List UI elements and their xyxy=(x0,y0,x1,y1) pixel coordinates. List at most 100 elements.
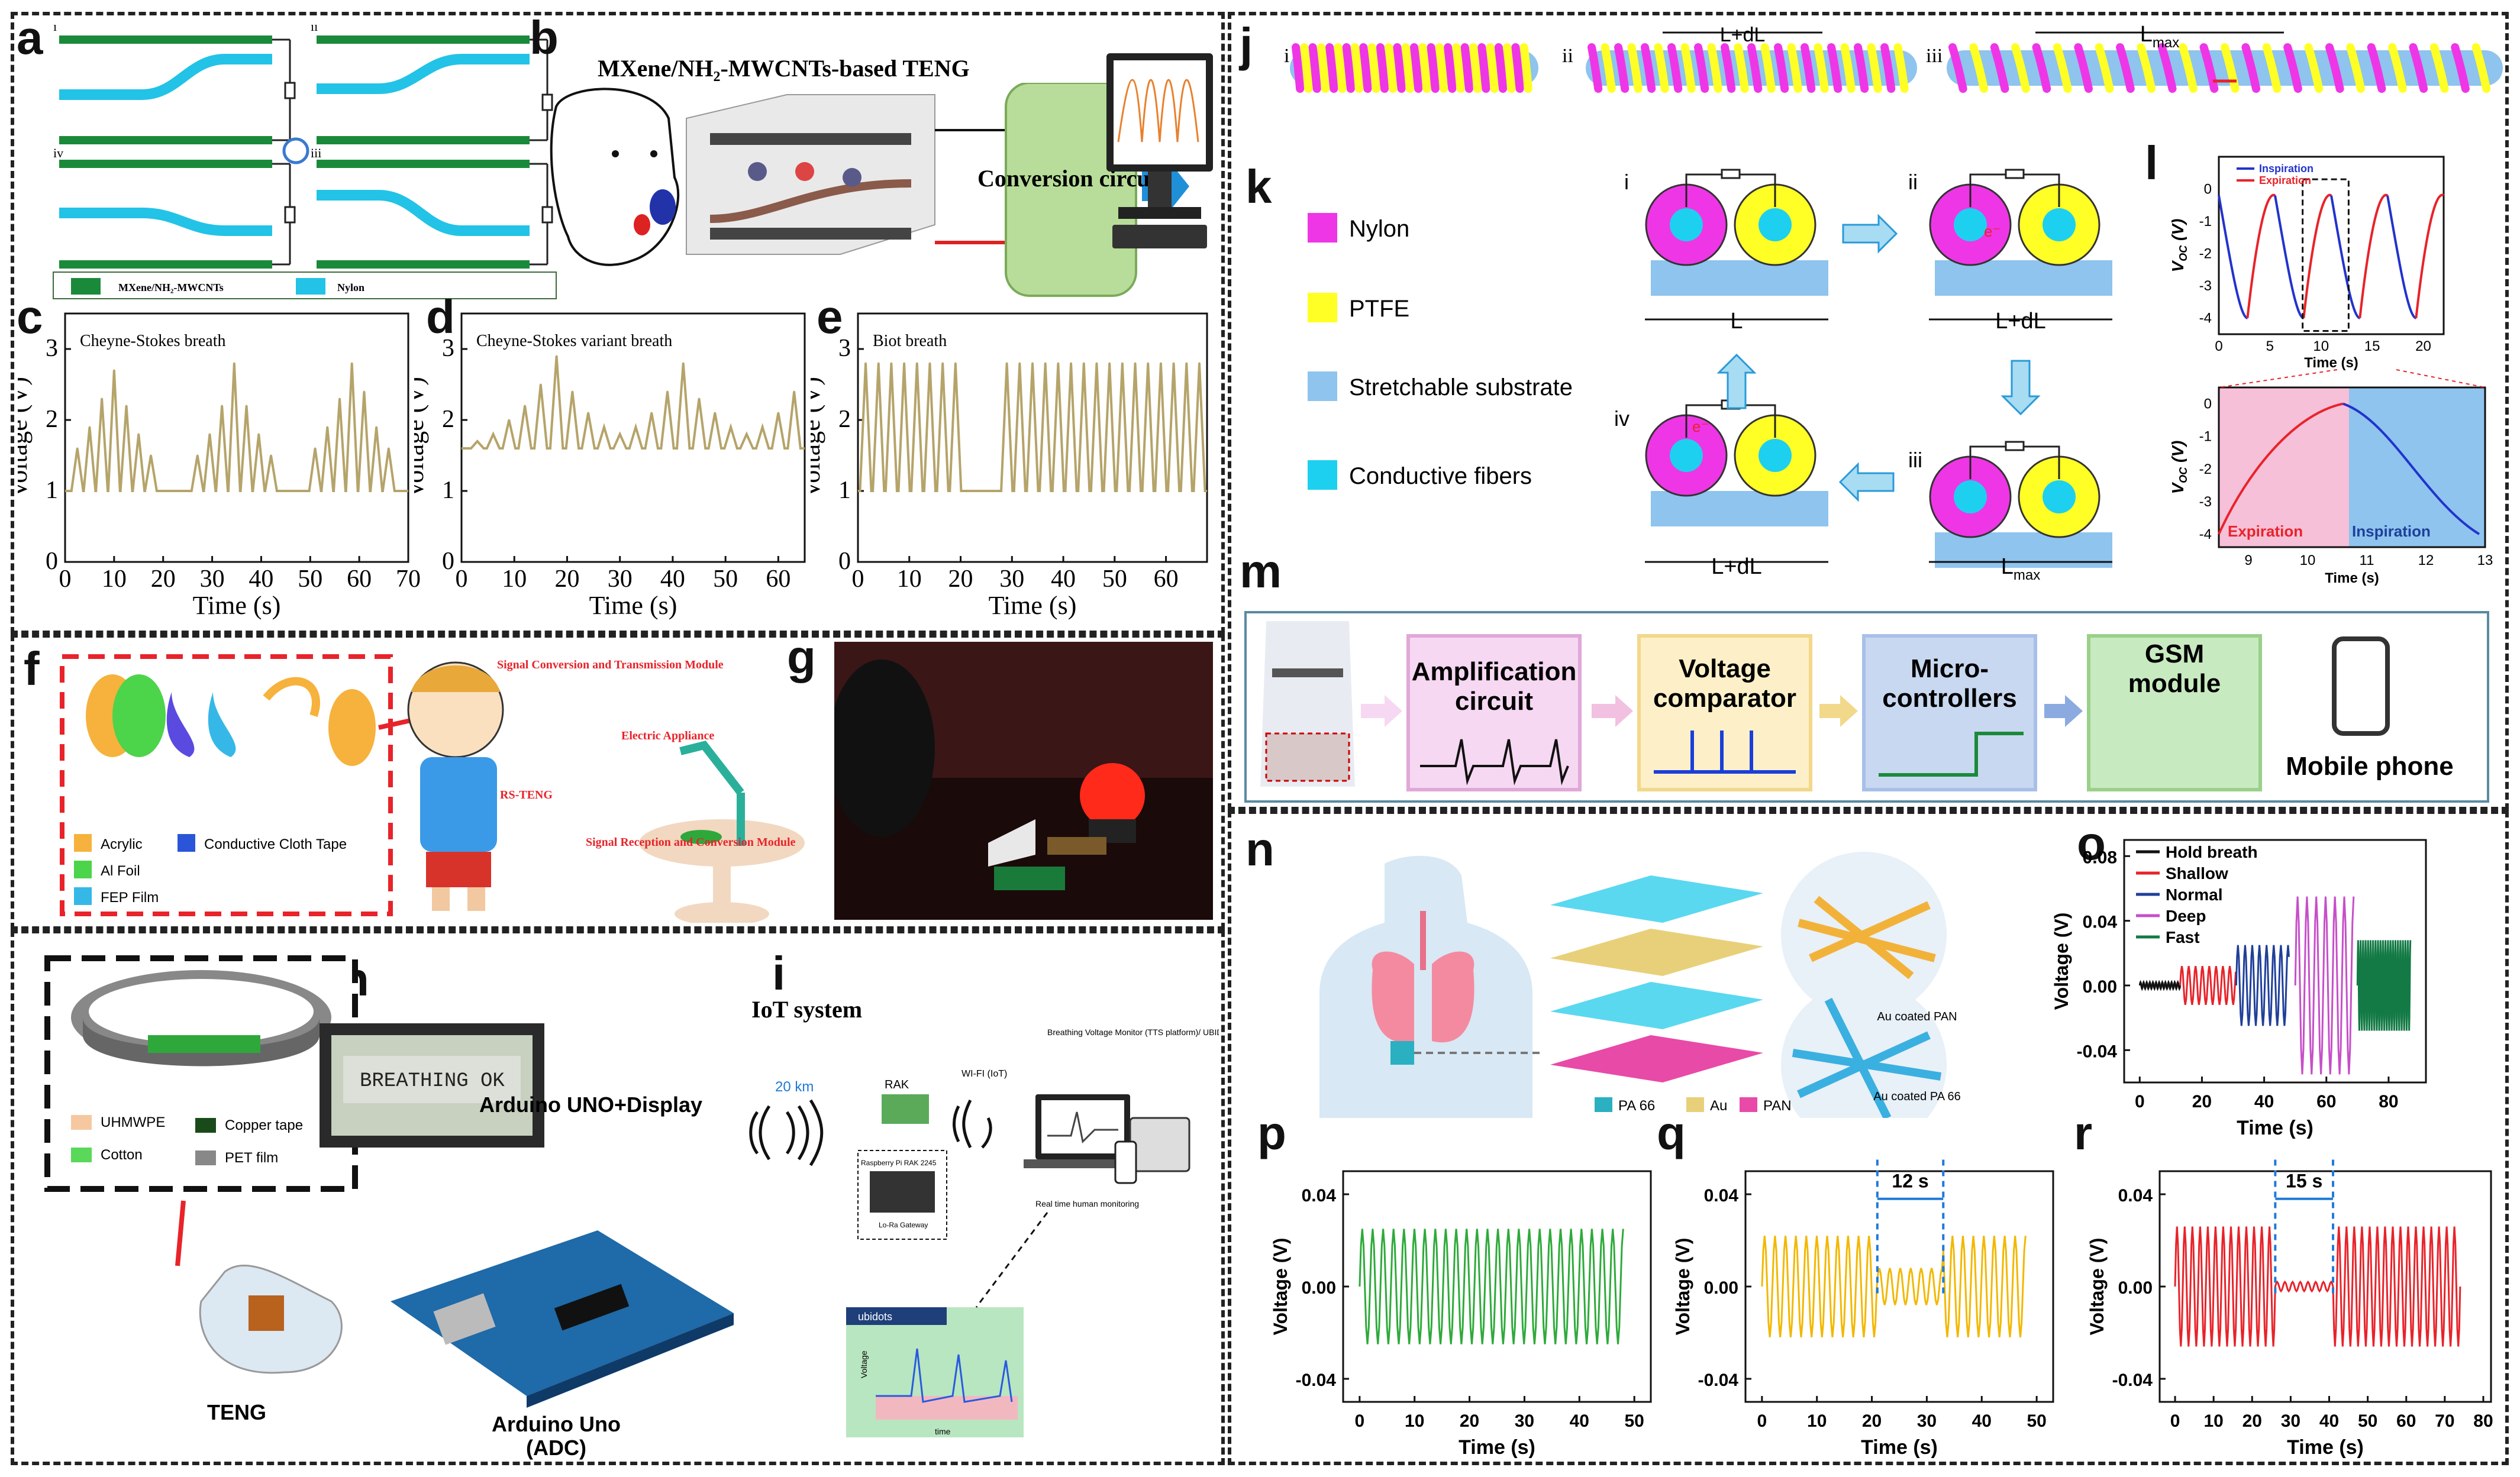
helix-strand xyxy=(1393,43,1406,93)
helix-strand xyxy=(1641,43,1656,93)
helix-strand xyxy=(1601,43,1616,93)
ylabel-sub: OC xyxy=(2177,467,2189,483)
helix-strand xyxy=(2137,43,2156,93)
y-axis-label: Voltage (V) xyxy=(811,377,825,499)
y-tick-label: 0 xyxy=(838,548,851,575)
block-comp-label-b: comparator xyxy=(1653,684,1796,713)
x-axis-label-bottom: Time (s) xyxy=(2325,570,2379,586)
x-axis-label: Time (s) xyxy=(2287,1436,2364,1459)
x-tick-label: 80 xyxy=(2379,1092,2398,1111)
x-tick-label: 50 xyxy=(1102,565,1127,593)
peak-point xyxy=(1185,362,1188,364)
x-tick-label: 60 xyxy=(1154,565,1179,593)
chart-p: 0 10 20 30 40 50 -0.04 0.00 0.04 Time (s) Voltage … xyxy=(1272,1170,1652,1459)
legend-label: Deep xyxy=(2166,907,2206,925)
legend-swatch-uhmwpe xyxy=(71,1115,92,1130)
panel-label-c: c xyxy=(17,290,43,343)
chart-r: 0 10 20 30 40 50 60 70 80 -0.04 0.00 0.04 Time (s) Vo… xyxy=(2089,1159,2493,1459)
note-electric-appliance: Electric Appliance xyxy=(621,729,714,742)
helix-strand xyxy=(1435,43,1448,93)
x-tick-label: 70 xyxy=(2435,1411,2454,1431)
helix-lmax-label: Lmax xyxy=(2140,22,2179,51)
x-tick-label: 40 xyxy=(1570,1411,1589,1431)
peak-point xyxy=(634,426,637,428)
ubidots-xlabel: time xyxy=(935,1427,951,1436)
helix-strand xyxy=(1867,43,1882,93)
gateway-box xyxy=(857,1150,947,1240)
x-tick-label: 5 xyxy=(2266,338,2274,354)
expiration-line xyxy=(2302,193,2332,318)
y-tick-label: 2 xyxy=(442,406,454,433)
iot-title: IoT system xyxy=(751,996,862,1023)
laptop-icon xyxy=(1024,1094,1190,1184)
wifi-label: WI-FI (IoT) xyxy=(961,1069,1007,1079)
helix-strand xyxy=(1511,43,1524,93)
y-axis-label: Voltage (V) xyxy=(1272,1238,1291,1336)
legend-cotton: Cotton xyxy=(101,1147,143,1163)
ylabel-unit: (V) xyxy=(2169,441,2187,467)
conductive-core xyxy=(1758,439,1792,472)
helix-strand xyxy=(2095,43,2114,93)
helix-strand xyxy=(1300,43,1313,93)
zoom-box xyxy=(2302,178,2350,332)
legend-swatch-al-foil xyxy=(74,861,92,878)
panel-m-diagram: Amplification circuit Voltage comparator… xyxy=(1244,611,2489,803)
x-axis-label: Time (s) xyxy=(2237,1117,2314,1139)
rs-teng-exploded-frame xyxy=(60,654,393,916)
y-tick-label: 0.00 xyxy=(2118,1278,2153,1298)
cycle-arrow-icon xyxy=(282,137,309,164)
child-illustration xyxy=(407,661,504,911)
series-line xyxy=(1761,1236,2027,1337)
helix-strand xyxy=(1359,43,1372,93)
x-tick-label: 10 xyxy=(1405,1411,1424,1431)
panel-a-diagram: i ii iii iv MXene/NH₂-MWCNTs Nylon xyxy=(53,24,557,299)
block-gsm-label-b: module xyxy=(2128,669,2221,698)
helix-sub-i: i xyxy=(1284,45,1289,67)
helix-strand xyxy=(2325,43,2344,93)
conductive-core xyxy=(1670,439,1703,472)
x-tick-label: 10 xyxy=(2313,338,2329,354)
y-tick-label: 1 xyxy=(442,477,454,504)
helix-strand xyxy=(1787,43,1802,93)
peak-point xyxy=(1134,362,1137,364)
zoom1-label: Au coated PAN xyxy=(1877,1010,1957,1023)
helix-ii xyxy=(1586,43,1917,93)
peak-point xyxy=(877,362,880,364)
y-tick-label: 0.04 xyxy=(1302,1186,1337,1205)
helix-strand xyxy=(1519,43,1532,93)
y-tick-label: -3 xyxy=(2199,278,2212,294)
helix-i xyxy=(1290,43,1538,93)
legend-swatch-fiber xyxy=(1308,460,1337,490)
panel-i-diagram: IoT system 20 km RAK WI-FI (IoT) Raspber… xyxy=(749,996,1219,1437)
peak-point xyxy=(1160,362,1162,364)
legend-swatch-pa66 xyxy=(1595,1097,1612,1112)
helix-strand xyxy=(1351,43,1364,93)
peak-point xyxy=(221,405,223,407)
ylabel-unit: (V) xyxy=(2169,219,2187,245)
x-tick-label: 30 xyxy=(1515,1411,1534,1431)
realtime-label: Real time human monitoring xyxy=(1035,1199,1139,1208)
helix-strand xyxy=(2471,43,2491,93)
legend-acrylic: Acrylic xyxy=(101,836,143,852)
legend-ptfe: PTFE xyxy=(1349,296,1409,322)
teng-state-ii xyxy=(317,35,553,144)
legend-label: Hold breath xyxy=(2166,843,2258,861)
ubidots-brand: ubidots xyxy=(858,1311,892,1323)
cycle-arrows xyxy=(1716,214,2041,502)
expiration-line xyxy=(2246,193,2276,318)
x-tick-label: 30 xyxy=(2281,1411,2300,1431)
legend-swatch-nylon xyxy=(296,278,325,295)
helix-strand xyxy=(2053,43,2072,93)
k-dim-iv: L+dL xyxy=(1711,554,1762,579)
y-tick-label: -2 xyxy=(2199,461,2212,477)
x-tick-label: 0 xyxy=(59,565,72,593)
helix-sub-iii: iii xyxy=(1926,45,1943,67)
panel-label-n: n xyxy=(1246,823,1274,875)
peak-point xyxy=(1006,362,1008,364)
plot-frame xyxy=(857,312,1208,563)
peak-point xyxy=(954,362,957,364)
y-tick-label: 2 xyxy=(46,406,58,433)
y-tick-label: -0.04 xyxy=(2077,1042,2118,1061)
x-tick-label: 60 xyxy=(766,565,790,593)
helix-strand xyxy=(2451,43,2470,93)
